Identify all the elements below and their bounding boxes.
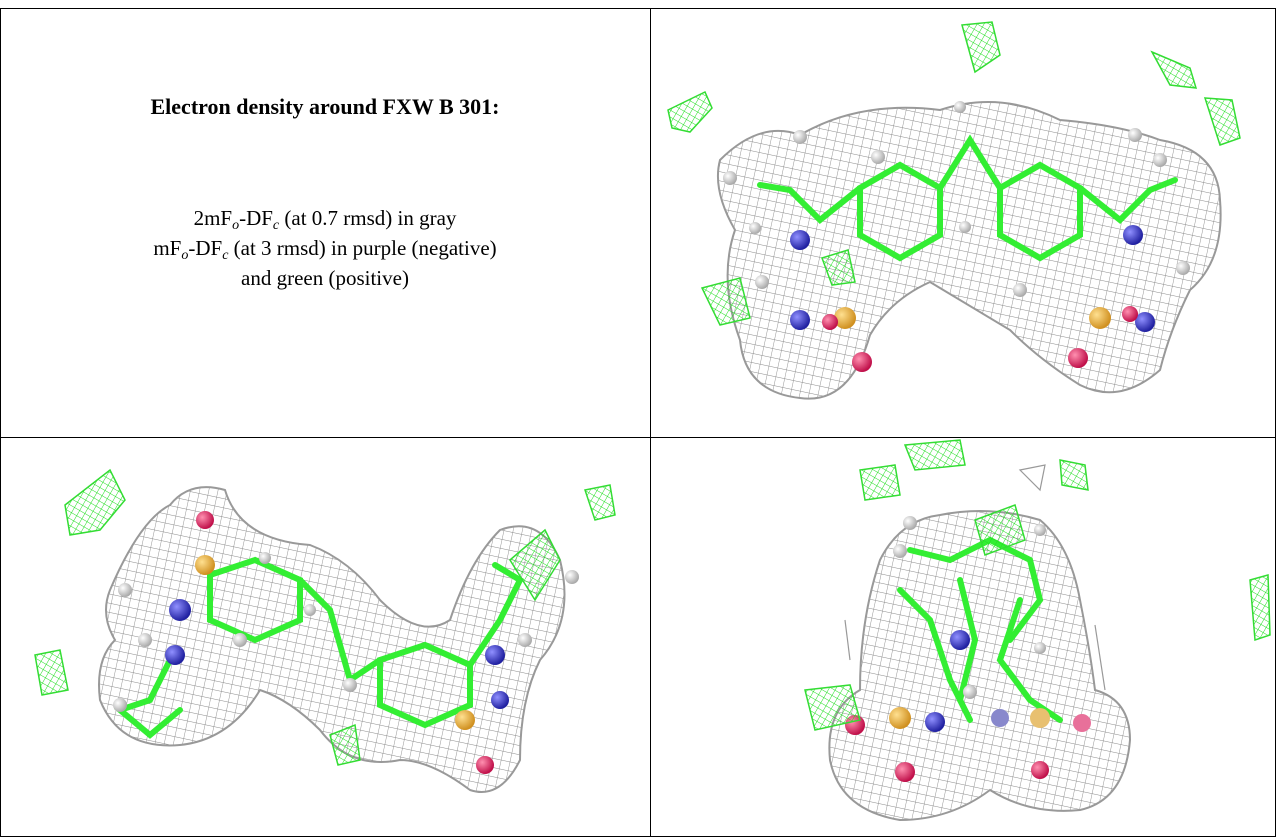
density-view-front	[668, 22, 1240, 399]
density-view-side	[805, 440, 1270, 820]
text-run: -DF	[188, 236, 222, 260]
page: Electron density around FXW B 301: 2mFo-…	[0, 0, 1276, 837]
description-line: mFo-DFc (at 3 rmsd) in purple (negative)	[0, 233, 650, 263]
text-run: (at 0.7 rmsd) in gray	[279, 206, 456, 230]
text-run: (at 3 rmsd) in purple (negative)	[228, 236, 496, 260]
text-run: and green (positive)	[241, 266, 409, 290]
title: Electron density around FXW B 301:	[0, 94, 650, 120]
text-run: mF	[153, 236, 181, 260]
text-run: -DF	[239, 206, 273, 230]
description-line: and green (positive)	[0, 263, 650, 293]
figure-grid	[0, 0, 1276, 837]
description-line: 2mFo-DFc (at 0.7 rmsd) in gray	[0, 203, 650, 233]
text-run: 2mF	[194, 206, 233, 230]
density-view-top	[35, 470, 615, 792]
